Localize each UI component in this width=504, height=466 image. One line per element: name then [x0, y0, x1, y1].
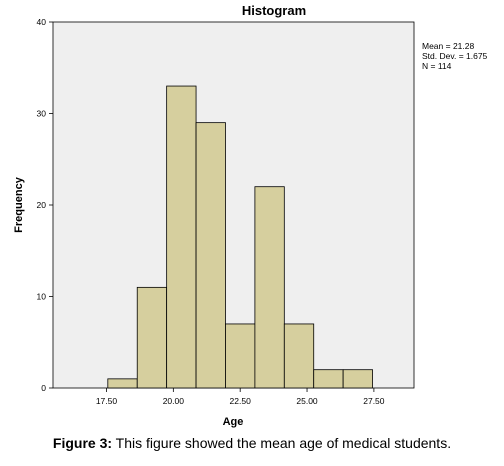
histogram-bar-5 [225, 323, 256, 389]
x-axis-label: Age [223, 416, 244, 428]
histogram-bar-6 [254, 186, 285, 389]
chart-title: Histogram [242, 3, 306, 18]
x-tick-label: 27.50 [363, 396, 385, 406]
stats-line: Mean = 21.28 [422, 41, 474, 51]
figure-caption: Figure 3: This figure showed the mean ag… [0, 435, 504, 451]
x-tick-label: 22.50 [230, 396, 252, 406]
y-tick-label: 10 [37, 292, 47, 302]
x-tick-label: 17.50 [96, 396, 118, 406]
x-tick-label: 20.00 [163, 396, 185, 406]
x-tick-label: 25.00 [296, 396, 318, 406]
y-tick-label: 40 [37, 17, 47, 27]
stats-line: Std. Dev. = 1.675 [422, 51, 488, 61]
y-tick-label: 20 [37, 200, 47, 210]
histogram-bar-2 [136, 286, 168, 389]
bars-layer [107, 85, 373, 389]
histogram-bar-8 [313, 369, 344, 389]
y-tick-label: 0 [41, 383, 46, 393]
caption-text: This figure showed the mean age of medic… [112, 435, 452, 451]
stats-line: N = 114 [422, 61, 452, 71]
caption-label: Figure 3: [52, 435, 113, 451]
histogram-bar-1 [107, 378, 138, 389]
histogram-bar-9 [342, 369, 373, 389]
y-tick-label: 30 [37, 109, 47, 119]
ticks-layer: 0 10 20 30 40 17.50 20.00 22.50 25.00 27.50 [37, 17, 385, 406]
y-axis-label: Frequency [13, 176, 25, 233]
histogram-bar-7 [283, 323, 315, 389]
histogram-bar-3 [166, 85, 197, 389]
histogram-bar-4 [195, 122, 226, 389]
